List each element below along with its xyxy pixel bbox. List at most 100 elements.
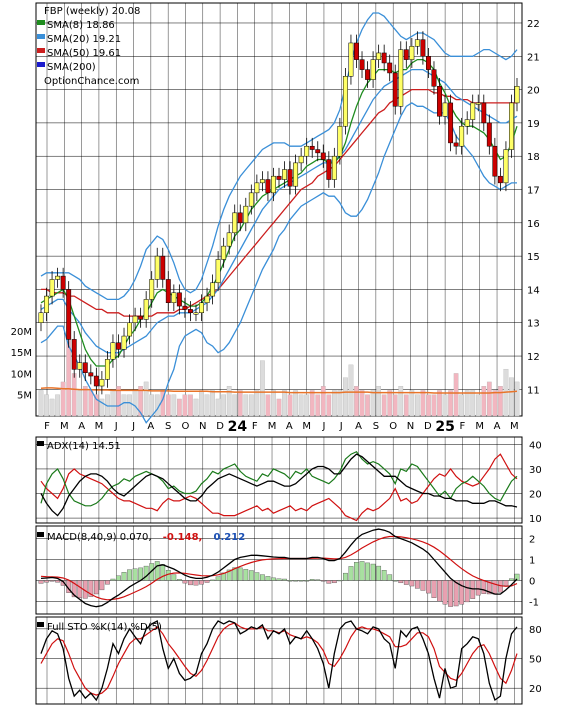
macd-panel: 2 1 0 -1 MACD(8,40,9) 0.070, -0.148, 0.212 <box>35 525 539 615</box>
candle-body <box>221 245 227 260</box>
volume-bar <box>475 394 481 417</box>
volume-bar <box>398 386 404 417</box>
candle-body <box>176 292 182 307</box>
candle-body <box>282 169 287 180</box>
macd-histogram-bar <box>55 580 61 583</box>
volume-bar <box>287 394 293 417</box>
stochastic-title: Full STO %K(14) %D(5) <box>47 622 162 633</box>
macd-histogram-bar <box>475 580 481 596</box>
candle-body <box>414 39 420 47</box>
macd-histogram-bar <box>509 578 514 581</box>
macd-histogram-bar <box>154 561 160 581</box>
volume-bar <box>309 390 315 417</box>
x-tick-label: S <box>165 421 171 432</box>
macd-title: MACD(8,40,9) 0.070, <box>47 532 152 543</box>
volume-bar <box>492 390 498 417</box>
candle-body <box>60 275 66 290</box>
volume-bar <box>88 390 94 417</box>
adx-legend-swatch <box>37 441 44 446</box>
candle-body <box>509 102 514 150</box>
volume-bar <box>392 394 398 417</box>
macd-histogram-bar <box>492 580 498 595</box>
macd-histogram-bar <box>381 570 387 581</box>
volume-bar <box>464 390 470 417</box>
macd-histogram-bar <box>127 569 132 581</box>
macd-histogram-bar <box>387 574 393 581</box>
macd-histogram-bar <box>320 580 326 582</box>
x-tick-label: 25 <box>435 419 454 435</box>
price-tick-label: 12 <box>527 352 540 363</box>
candle-body <box>475 102 481 105</box>
volume-bar <box>509 377 514 417</box>
volume-bar <box>82 386 88 417</box>
volume-bar <box>331 390 337 417</box>
macd-histogram-bar <box>343 572 348 581</box>
candle-body <box>287 169 293 187</box>
candle-body <box>243 205 249 224</box>
volume-bar <box>127 394 132 417</box>
candle-body <box>204 295 210 304</box>
x-tick-label: D <box>424 421 432 432</box>
price-legend: FBP (weekly) 20.08 SMA(8) 18.86 SMA(20) … <box>37 6 140 87</box>
price-tick-label: 15 <box>527 252 540 263</box>
macd-histogram-bar <box>132 568 138 581</box>
candle-body <box>497 175 503 184</box>
legend-swatch-sma20 <box>37 34 45 39</box>
candle-body <box>182 305 188 310</box>
adx-line <box>40 453 518 517</box>
volume-bar <box>171 394 177 417</box>
volume-bar <box>293 390 298 417</box>
candle-body <box>420 39 426 57</box>
macd-legend-swatch <box>37 532 44 537</box>
macd-histogram-value: 0.212 <box>214 532 246 543</box>
volume-bar <box>376 386 381 417</box>
stochastic-panel: 80 50 20 Full STO %K(14) %D(5) <box>35 616 542 705</box>
candle-body <box>82 362 88 373</box>
legend-sma20: SMA(20) 19.21 <box>47 34 121 45</box>
volume-bar <box>71 373 77 417</box>
macd-histogram-bar <box>470 580 476 599</box>
x-tick-label: M <box>475 421 484 432</box>
macd-histogram-bar <box>60 580 66 586</box>
macd-histogram-bar <box>448 580 453 607</box>
x-tick-label: F <box>252 421 258 432</box>
candle-body <box>376 52 382 60</box>
legend-swatch-sma8 <box>37 20 45 25</box>
candle-body <box>165 279 171 304</box>
candle-body <box>271 175 276 194</box>
volume-bar <box>459 394 465 417</box>
macd-histogram-bar <box>254 572 260 581</box>
macd-histogram-bar <box>121 572 127 581</box>
volume-bar <box>343 377 348 417</box>
price-tick-label: 22 <box>527 19 540 30</box>
indicator-tick-label: -1 <box>529 597 539 608</box>
volume-bar <box>110 390 116 417</box>
price-tick-label: 16 <box>527 219 540 230</box>
indicator-tick-label: 2 <box>529 535 535 546</box>
volume-bar <box>99 398 105 417</box>
x-tick-label: D <box>216 421 224 432</box>
volume-bar <box>237 390 243 417</box>
macd-histogram-bar <box>331 580 337 584</box>
macd-histogram-bar <box>99 580 105 591</box>
macd-histogram-bar <box>182 580 188 584</box>
x-tick-label: O <box>182 421 190 432</box>
x-tick-label: M <box>60 421 69 432</box>
macd-histogram-bar <box>359 561 365 581</box>
candle-body <box>88 372 94 377</box>
indicator-tick-label: 20 <box>529 490 542 501</box>
macd-histogram-bar <box>298 580 304 582</box>
x-tick-label: J <box>339 421 343 432</box>
macd-histogram-bar <box>398 580 404 584</box>
macd-histogram-bar <box>514 573 520 581</box>
macd-histogram-bar <box>248 570 254 581</box>
volume-bar <box>93 394 99 417</box>
macd-histogram-bar <box>259 574 265 581</box>
volume-bar <box>420 390 426 417</box>
macd-histogram-bar <box>420 580 426 591</box>
candle-body <box>492 145 498 177</box>
candle-body <box>453 142 459 147</box>
volume-bar <box>243 394 249 417</box>
price-tick-label: 21 <box>527 52 540 63</box>
